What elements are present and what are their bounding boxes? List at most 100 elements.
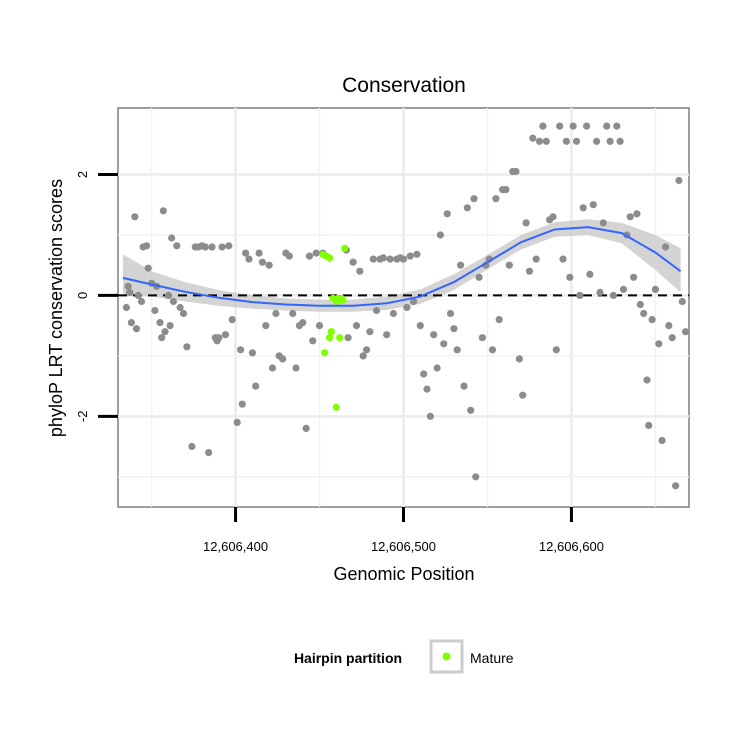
data-point [215,334,223,342]
data-point [363,346,371,354]
data-point [292,364,300,372]
data-point [386,255,394,263]
data-point [237,346,245,354]
data-point [122,303,130,312]
data-point [176,303,184,312]
x-axis: 12,606,400 12,606,500 12,606,600 [203,507,604,554]
legend-key-mature-point [442,652,451,661]
data-point [678,297,686,306]
data-point [579,204,587,212]
data-point [164,291,172,299]
data-point [440,340,448,348]
data-point [299,319,307,327]
x-tick-label: 12,606,600 [539,539,604,554]
data-point [169,297,177,306]
data-point [446,309,455,318]
data-point [183,343,191,351]
x-axis-label: Genomic Position [333,564,474,584]
data-point [502,186,510,194]
y-tick-label: 2 [75,171,90,178]
data-point [403,303,411,312]
data-point [369,255,377,263]
data-point [248,349,256,357]
data-point [453,346,461,354]
data-point [268,364,277,372]
data-point [151,306,159,315]
data-point [315,322,324,330]
data-point [349,258,357,266]
data-point [472,473,480,481]
data-point [589,201,597,209]
data-point-mature [321,349,329,357]
data-point [535,137,544,145]
data-point [252,382,260,390]
y-axis-label: phyloP LRT conservation scores [46,179,66,437]
data-point [495,316,503,324]
data-point [156,319,164,327]
data-point [529,134,537,142]
data-point [352,322,361,330]
data-point [179,309,188,318]
data-point [302,424,310,432]
data-point-mature [332,403,340,411]
smooth-curve [122,226,682,307]
data-point [492,195,500,203]
grid-lines [118,108,689,507]
data-point [242,249,250,257]
data-point [668,334,676,342]
data-point [201,243,209,251]
data-point [651,285,660,293]
data-point [645,421,653,429]
data-point [626,213,634,221]
data-point [373,306,381,315]
data-point [258,258,266,266]
data-point [221,331,230,339]
data-point [436,231,444,239]
data-point [285,252,293,260]
data-point [423,385,431,393]
data-point [399,255,408,263]
data-point [586,270,594,278]
legend-title: Hairpin partition [294,650,402,666]
data-point [245,255,253,263]
chart-title: Conservation [342,74,466,97]
data-point [552,346,560,354]
data-point [488,346,497,354]
data-point-mature [326,254,334,262]
data-point [606,137,614,145]
y-axis: -2 0 2 [75,171,118,422]
x-tick-label: 12,606,400 [203,539,268,554]
data-point [379,254,387,262]
data-point [265,261,273,269]
data-point [344,334,352,342]
data-point [599,219,607,227]
data-point [166,322,174,330]
data-point [255,249,263,257]
data-point [640,309,648,318]
data-point [218,243,226,251]
data-point-mature [341,244,349,252]
data-point-mature [327,328,335,336]
data-point [532,255,540,263]
data-point [505,261,513,269]
data-point [460,382,468,390]
data-point [478,334,486,342]
data-point [643,376,651,384]
data-point [603,122,611,130]
data-point [525,267,534,275]
data-point-mature [326,334,334,342]
data-point [562,137,571,145]
data-point [416,322,424,330]
data-point [228,316,236,324]
data-point [159,207,167,215]
data-point [457,261,465,269]
data-point [463,204,471,212]
data-point-mature [336,334,344,342]
data-point [443,210,451,218]
data-point [542,137,550,145]
data-point [312,249,320,257]
data-point [470,195,478,203]
data-point [672,482,680,490]
data-point [188,442,196,451]
data-point [661,243,670,251]
